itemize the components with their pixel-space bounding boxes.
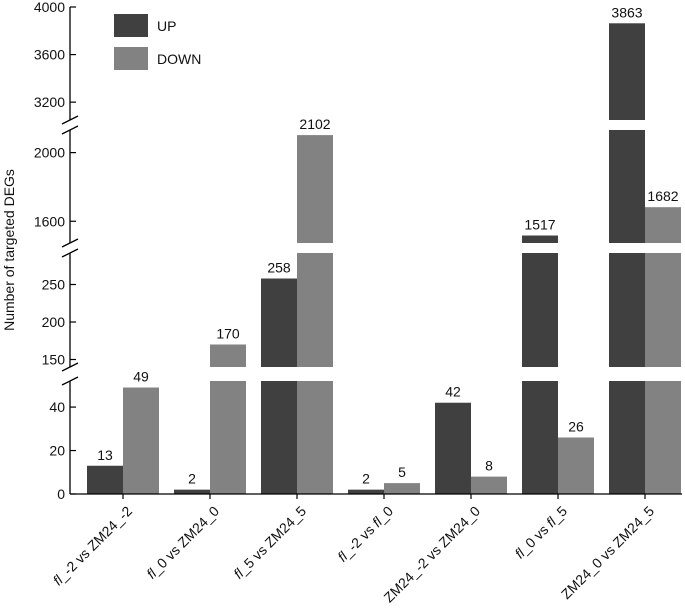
category-label: fl_-2 vs fl_0 [334, 503, 396, 565]
bar-down [558, 437, 594, 494]
legend-label-up: UP [157, 18, 176, 34]
bar-value-label: 8 [485, 458, 493, 474]
axis-break-gap [72, 367, 684, 381]
bar-down [297, 135, 333, 494]
bar-value-label: 170 [216, 326, 240, 342]
category-label-part: _-2 vs ZM24_-2 [54, 503, 135, 584]
y-tick-label: 3600 [34, 47, 65, 63]
category-label: fl_5 vs ZM24_5 [230, 503, 309, 582]
axis-break-mark [61, 248, 79, 258]
bar-down [384, 483, 420, 494]
bar-up [261, 278, 297, 494]
bar-value-label: 258 [267, 260, 291, 276]
bar-down [210, 344, 246, 494]
bars-layer [87, 23, 681, 495]
bar-value-label: 1682 [647, 188, 678, 204]
legend-label-down: DOWN [157, 51, 201, 67]
y-axis-title: Number of targeted DEGs [1, 169, 17, 331]
y-tick-label: 4000 [34, 0, 65, 15]
y-tick-label: 150 [42, 352, 66, 368]
category-label: ZM24_0 vs ZM24_5 [558, 503, 657, 602]
axis-break-mark [61, 362, 79, 372]
axis-break-mark [61, 115, 79, 125]
y-tick-label: 0 [57, 486, 65, 502]
y-tick-label: 40 [49, 399, 65, 415]
bar-up [609, 23, 645, 495]
bar-value-labels: 13 49 2 170 258 2102 2 5 42 8 1517 26 3863 1682 [97, 4, 679, 486]
axis-break-gap [72, 120, 684, 130]
bar-value-label: 5 [398, 464, 406, 480]
bar-down [645, 207, 681, 494]
y-tick-label: 200 [42, 314, 66, 330]
legend-swatch-down [114, 47, 148, 70]
axis-break-mark [61, 376, 79, 386]
category-label-part: _0 vs ZM24_0 [147, 503, 222, 578]
category-label: fl_0 vs fl_5 [511, 503, 570, 562]
bar-value-label: 3863 [611, 4, 642, 20]
y-tick-label: 2000 [34, 145, 65, 161]
bar-up [348, 489, 384, 494]
bar-down [123, 387, 159, 494]
y-tick-label: 3200 [34, 94, 65, 110]
y-tick-label: 1600 [34, 213, 65, 229]
category-label: ZM24_-2 vs ZM24_0 [380, 503, 483, 606]
bar-value-label: 49 [133, 369, 149, 385]
y-axis: 0 20 40 150 200 250 1600 2000 3200 3600 4000 [34, 0, 682, 502]
legend-swatch-up [114, 14, 148, 37]
bar-up [522, 235, 558, 495]
y-tick-label: 20 [49, 443, 65, 459]
bar-up [435, 402, 471, 494]
category-label: fl_0 vs ZM24_0 [143, 503, 222, 582]
bar-value-label: 2102 [299, 116, 330, 132]
bar-value-label: 13 [97, 447, 113, 463]
bar-up [87, 465, 123, 494]
axis-break-mark [61, 238, 79, 248]
bar-value-label: 42 [445, 384, 461, 400]
bar-value-label: 2 [188, 471, 196, 487]
bar-up [174, 489, 210, 494]
legend: UP DOWN [114, 14, 201, 70]
y-tick-label: 250 [42, 277, 66, 293]
bar-value-label: 26 [568, 419, 584, 435]
category-label-part: _5 vs ZM24_5 [234, 503, 309, 578]
bar-value-label: 2 [362, 471, 370, 487]
axis-break-gaps [72, 120, 684, 381]
category-labels: fl_-2 vs ZM24_-2 fl_0 vs ZM24_0 fl_5 vs ZM… [50, 503, 658, 606]
category-label-part: ZM24_-2 vs ZM24_0 [380, 503, 483, 606]
category-label: fl_-2 vs ZM24_-2 [50, 503, 136, 589]
axis-break-mark [61, 125, 79, 135]
axis-break-gap [72, 243, 684, 253]
category-label-part: ZM24_0 vs ZM24_5 [558, 503, 657, 602]
bar-down [471, 476, 507, 494]
bar-value-label: 1517 [524, 217, 555, 233]
